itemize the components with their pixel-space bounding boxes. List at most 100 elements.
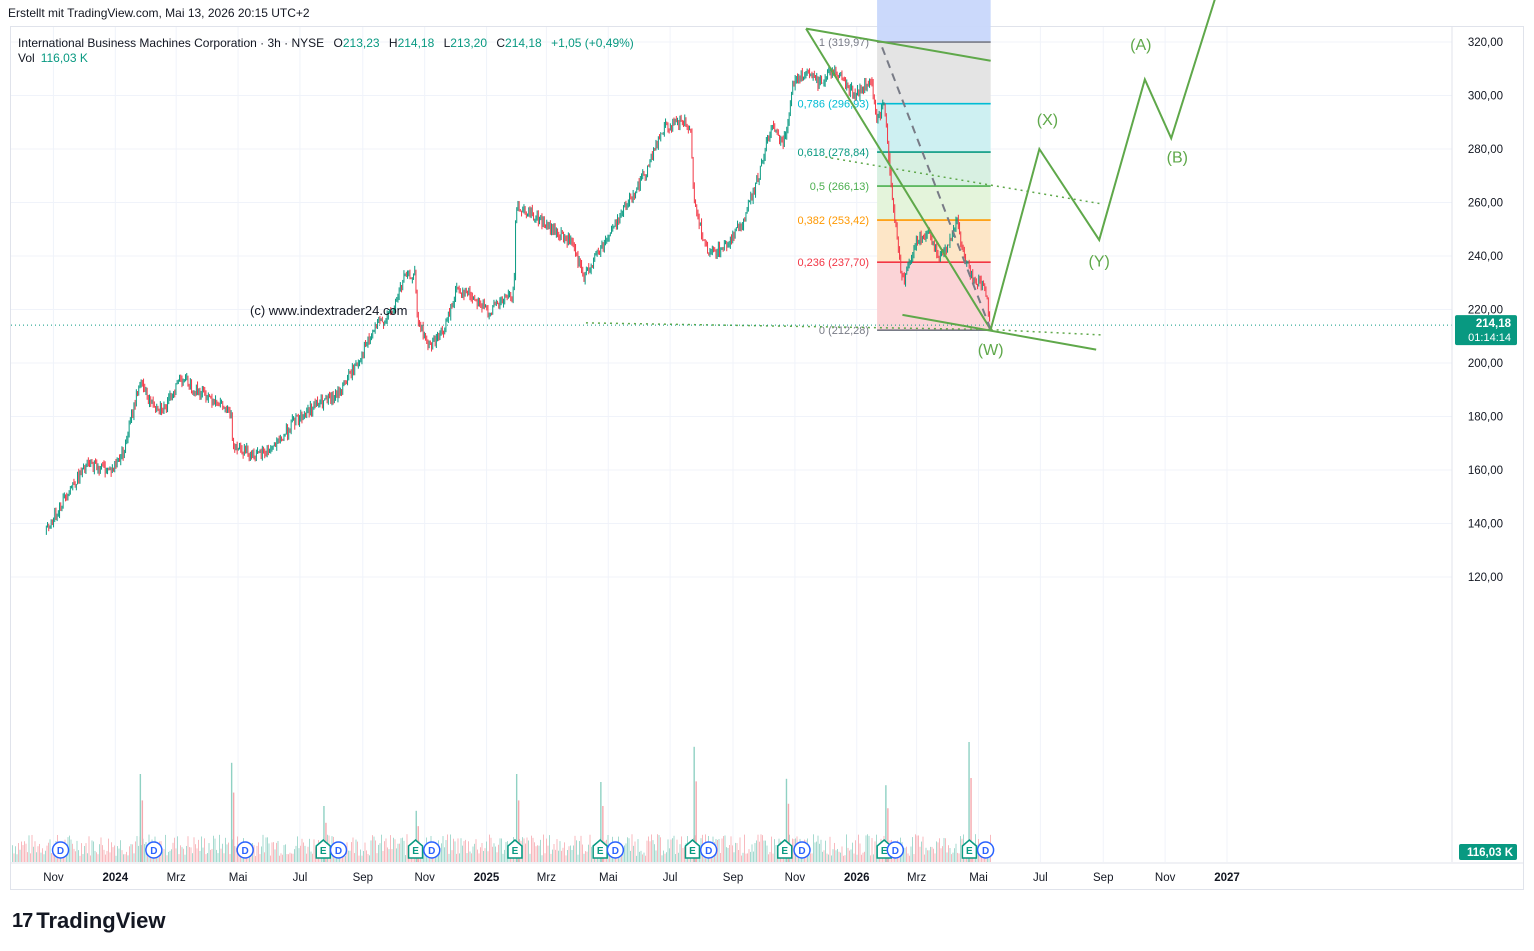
volume-bar <box>390 835 391 862</box>
volume-bar <box>183 848 184 862</box>
volume-bar <box>256 845 258 862</box>
volume-bar <box>676 839 678 862</box>
wedge-lower-line <box>902 313 1097 351</box>
volume-spike <box>787 803 790 862</box>
earnings-marker-icon <box>684 839 701 859</box>
volume-bar <box>82 854 84 862</box>
volume-bar <box>582 844 583 862</box>
volume-bar <box>916 835 918 862</box>
volume-bar <box>69 835 70 862</box>
volume-bar <box>279 855 280 862</box>
price-axis-tick: 180,00 <box>1468 412 1503 424</box>
volume-bar <box>927 850 928 862</box>
volume-bar <box>226 844 228 862</box>
volume-bar <box>636 855 637 862</box>
volume-bar <box>577 854 579 862</box>
event-marker-letter: D <box>242 846 249 857</box>
volume-bar <box>364 842 366 862</box>
volume-bar <box>720 853 721 862</box>
time-axis-tick: 2025 <box>474 872 500 884</box>
support-dotted <box>585 322 991 331</box>
volume-bar <box>730 836 732 862</box>
volume-bar <box>388 849 390 862</box>
volume-bar <box>658 835 660 862</box>
volume-bar <box>460 838 462 862</box>
low-value: 213,20 <box>450 36 487 50</box>
volume-bar <box>834 842 835 862</box>
volume-bar <box>40 852 42 862</box>
price-axis-tick: 320,00 <box>1468 37 1503 49</box>
volume-bar <box>274 849 276 862</box>
volume-bar <box>729 844 730 862</box>
volume-bar <box>466 853 468 862</box>
volume-bar <box>646 840 648 862</box>
chart-panel[interactable] <box>10 26 1524 890</box>
volume-bar <box>772 853 774 862</box>
volume-bar <box>265 837 267 862</box>
volume-bar <box>70 839 72 862</box>
volume-bar <box>211 848 213 862</box>
volume-bar <box>166 855 168 862</box>
volume-bar <box>822 851 823 862</box>
dividend-marker-icon <box>606 841 625 859</box>
time-axis-tick: Sep <box>353 872 373 884</box>
volume-spike <box>141 800 144 862</box>
volume-bar <box>745 853 747 862</box>
volume-spike <box>885 785 887 862</box>
volume-bar <box>568 846 570 862</box>
time-axis-tick: Nov <box>414 872 435 884</box>
volume-bar <box>870 855 871 862</box>
volume-bar <box>684 846 685 862</box>
volume-bar <box>655 850 657 862</box>
volume-bar <box>270 855 271 862</box>
volume-bar <box>649 841 651 862</box>
volume-bar <box>957 852 958 862</box>
volume-bar <box>399 843 400 862</box>
volume-bar <box>564 842 565 862</box>
volume-bar <box>486 841 487 862</box>
volume-bar <box>31 834 33 862</box>
volume-bar <box>864 851 865 862</box>
volume-bar <box>387 847 388 862</box>
volume-bar <box>610 853 612 862</box>
volume-bar <box>378 844 379 862</box>
volume-bar <box>828 854 829 862</box>
volume-bar <box>496 852 498 862</box>
earnings-marker-icon <box>592 839 608 859</box>
volume-bar <box>307 846 309 862</box>
volume-bar <box>49 839 51 862</box>
volume-bar <box>235 846 237 862</box>
volume-bar <box>286 854 288 862</box>
volume-bar <box>660 837 661 862</box>
volume-bar <box>648 836 649 862</box>
volume-bar <box>580 835 582 862</box>
volume-bar <box>355 839 357 862</box>
volume-bar <box>847 847 849 862</box>
volume-bar <box>36 852 37 862</box>
open-value: 213,23 <box>342 36 380 50</box>
volume-bar <box>199 850 201 862</box>
volume-bar <box>451 850 453 862</box>
volume-spike <box>232 792 235 862</box>
volume-bar <box>747 853 748 862</box>
volume-bar <box>924 854 925 862</box>
volume-bar <box>111 842 112 862</box>
volume-bar <box>457 838 459 862</box>
volume-bar <box>760 834 762 862</box>
volume-bar <box>195 844 196 862</box>
volume-bar <box>631 834 633 862</box>
tradingview-brand[interactable]: 17 TradingView <box>12 908 165 934</box>
time-axis-tick: Jul <box>293 872 308 884</box>
volume-bar <box>72 843 73 862</box>
volume-bar <box>459 853 460 862</box>
volume-bar <box>453 838 454 862</box>
volume-bar <box>639 851 640 862</box>
volume-bar <box>960 836 961 862</box>
volume-bar <box>583 853 585 862</box>
earnings-marker-icon <box>507 839 523 859</box>
volume-bar <box>757 834 759 862</box>
time-axis-tick: Sep <box>1093 872 1113 884</box>
volume-bar <box>643 852 645 862</box>
volume-bar <box>322 855 324 862</box>
